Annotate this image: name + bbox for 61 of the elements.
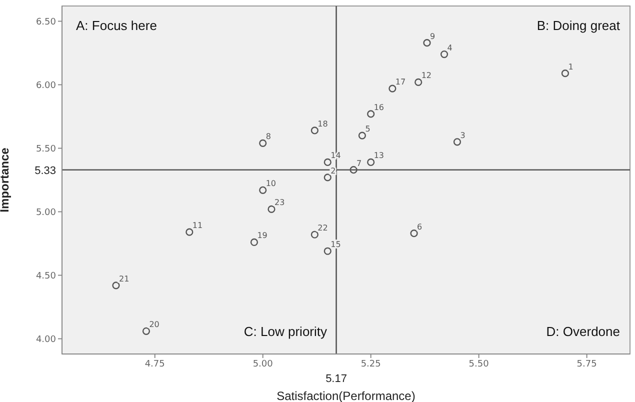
x-tick-label: 5.50 [468, 359, 490, 370]
y-tick-label: 6.50 [36, 17, 56, 28]
annotation: B: Doing great [536, 18, 620, 33]
point [440, 50, 448, 58]
series-label: 6 [417, 222, 422, 232]
ref-line-label: 5.33 [34, 164, 56, 177]
y-tick-label: 6.00 [36, 80, 56, 91]
point [186, 228, 194, 236]
point [324, 158, 332, 166]
point [310, 126, 318, 134]
series-label: 13 [374, 151, 384, 160]
series-label: 11 [192, 221, 203, 230]
y-tick-label: 5.50 [36, 144, 56, 154]
x-tick-label: 5.75 [576, 359, 597, 370]
series-label: 8 [266, 132, 271, 142]
point [453, 138, 462, 146]
point [259, 186, 267, 194]
point [350, 166, 358, 174]
series-label: 19 [257, 231, 268, 240]
annotation: A: Focus here [76, 18, 157, 33]
series-label: 10 [266, 179, 276, 188]
point [324, 174, 332, 182]
annotation: D: Overdone [546, 324, 620, 339]
y-tick-label: 4.50 [36, 271, 56, 282]
point [388, 84, 396, 92]
point [250, 238, 258, 246]
series-label: 12 [421, 71, 432, 80]
series-label: 16 [374, 102, 384, 112]
point [310, 230, 318, 238]
series-label: 7 [356, 158, 362, 168]
point [358, 132, 366, 140]
point [367, 158, 375, 166]
point [142, 327, 150, 335]
point [561, 70, 570, 78]
series-label: 17 [395, 78, 406, 87]
point [367, 110, 375, 118]
series-label: 22 [318, 224, 328, 233]
series-label: 21 [118, 274, 130, 284]
x-tick-label: 5.25 [360, 359, 381, 370]
series-label: 18 [318, 119, 328, 128]
series-label: 3 [460, 130, 466, 140]
point [268, 205, 276, 214]
point [324, 247, 332, 255]
point [259, 139, 267, 147]
series-label: 20 [149, 320, 160, 330]
series-label: 1 [568, 62, 574, 72]
series-label: 4 [447, 43, 452, 52]
ref-line-label: 5.17 [326, 373, 347, 385]
x-tick-label: 4.75 [144, 359, 165, 370]
series-label: 9 [430, 32, 436, 41]
point [414, 78, 422, 86]
point [112, 282, 120, 290]
point [423, 39, 431, 47]
y-tick-label: 4.00 [36, 334, 56, 345]
y-axis-title: Importance [0, 147, 12, 212]
point [410, 230, 418, 238]
annotation: C: Low priority [244, 324, 327, 339]
x-tick-label: 5.00 [252, 359, 274, 370]
series-label: 23 [274, 198, 285, 208]
series-label: 5 [365, 124, 370, 134]
y-tick-label: 5.00 [36, 208, 56, 218]
